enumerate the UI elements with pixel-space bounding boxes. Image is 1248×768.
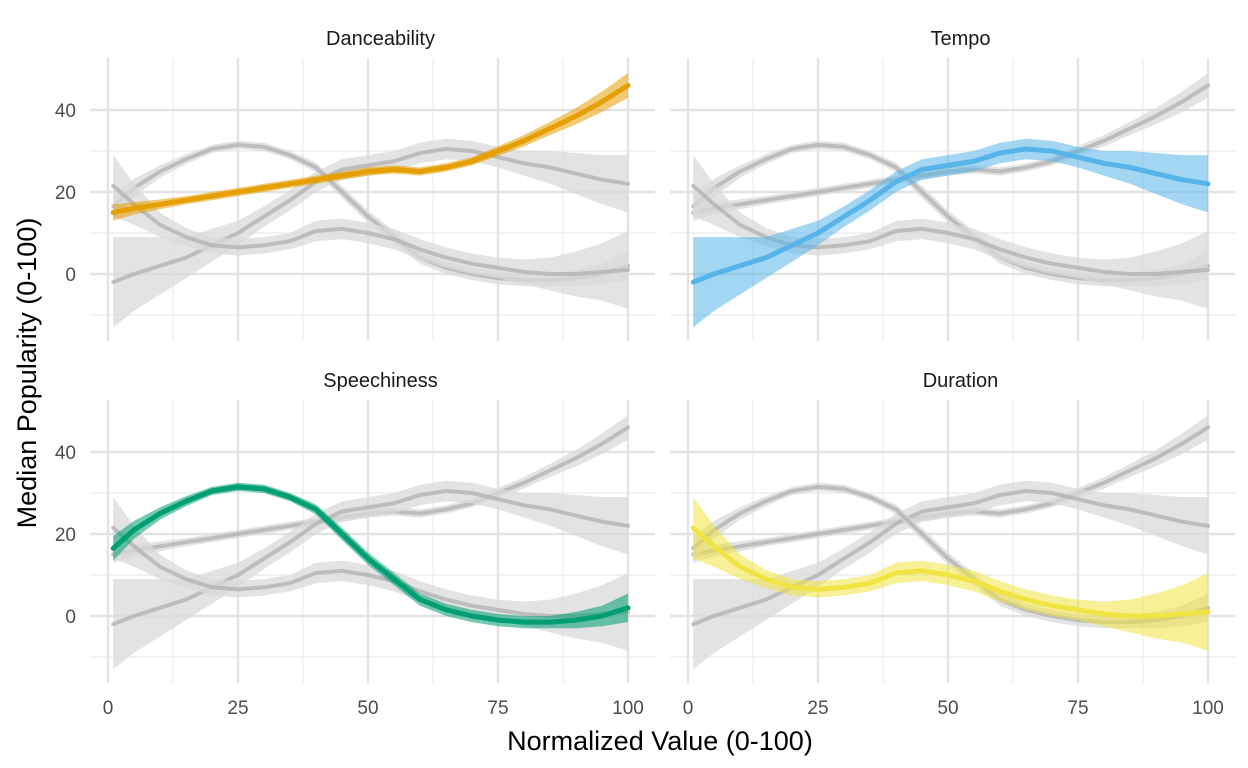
line-danceability (110, 82, 631, 215)
line-danceability (691, 83, 1210, 215)
band-speechiness (693, 482, 1208, 629)
line-duration (690, 525, 1211, 619)
x-tick-label: 25 (227, 698, 248, 719)
x-tick-label: 75 (487, 698, 508, 719)
line-danceability (111, 425, 630, 557)
x-tick-label: 100 (612, 698, 644, 719)
panel-title: Tempo (930, 28, 990, 50)
band-tempo (693, 480, 1208, 670)
panel-speechiness: Speechiness 0 20 40 0 25 50 75 100 (55, 370, 655, 719)
panel-danceability: Danceability 0 20 40 (55, 28, 655, 341)
line-danceability (691, 425, 1210, 557)
x-tick-label: 25 (807, 698, 828, 719)
band-danceability (693, 415, 1208, 563)
panel-title: Speechiness (323, 370, 438, 392)
x-tick-label: 50 (937, 698, 958, 719)
y-tick-label: 40 (55, 443, 76, 464)
y-tick-label: 20 (55, 525, 76, 546)
y-tick-label: 20 (55, 183, 76, 204)
line-tempo (690, 146, 1211, 285)
y-tick-label: 40 (55, 101, 76, 122)
line-speechiness (110, 484, 631, 625)
plot-area (110, 415, 631, 670)
band-danceability (693, 73, 1208, 221)
x-tick-label: 0 (103, 698, 114, 719)
y-tick-label: 0 (65, 265, 76, 286)
line-tempo (111, 146, 630, 285)
x-tick-label: 75 (1067, 698, 1088, 719)
x-tick-label: 50 (357, 698, 378, 719)
line-duration (111, 525, 630, 618)
panel-duration: Duration 0 25 50 75 100 (670, 370, 1235, 719)
band-tempo (113, 480, 628, 670)
plot-area (110, 73, 631, 328)
band-danceability (113, 415, 628, 563)
panel-tempo: Tempo (670, 28, 1235, 341)
band-tempo (113, 138, 628, 328)
line-tempo (111, 488, 630, 627)
y-axis-title: Median Popularity (0-100) (12, 218, 42, 529)
panel-title: Duration (923, 370, 999, 392)
band-speechiness (113, 482, 628, 629)
band-tempo (693, 138, 1208, 328)
x-tick-label: 0 (683, 698, 694, 719)
x-tick-label: 100 (1192, 698, 1224, 719)
panel-title: Danceability (326, 28, 435, 50)
band-speechiness (113, 140, 628, 287)
plot-area (690, 415, 1211, 670)
x-axis-title: Normalized Value (0-100) (507, 726, 813, 756)
panels-layer: Danceability 0 20 40 Tempo Speechiness 0 20 40 0 2… (55, 28, 1235, 719)
line-duration (111, 183, 630, 276)
band-speechiness (693, 140, 1208, 287)
y-tick-label: 0 (65, 607, 76, 628)
plot-area (690, 73, 1211, 328)
line-tempo (691, 488, 1210, 627)
